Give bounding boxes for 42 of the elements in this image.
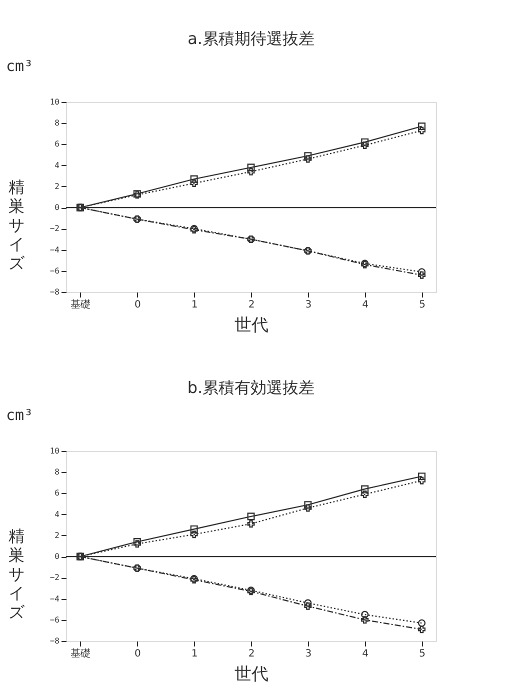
y-tick-label: 4 <box>54 510 60 519</box>
y-axis-title: 精巣サイズ <box>8 526 26 622</box>
y-tick-label: −8 <box>50 636 60 646</box>
y-tick-label: 2 <box>54 182 60 191</box>
y-tick-label: 8 <box>54 468 60 477</box>
y-axis-title: 精巣サイズ <box>8 178 26 272</box>
y-tick-label: 10 <box>50 446 60 456</box>
x-tick-label: 2 <box>248 648 255 660</box>
x-tick-label: 5 <box>419 300 426 310</box>
y-tick-label: 4 <box>54 160 60 170</box>
y-tick-label: −6 <box>50 266 60 276</box>
x-tick-label: 4 <box>362 300 369 310</box>
y-tick-label: 6 <box>54 140 60 149</box>
x-tick-label: 3 <box>305 300 312 310</box>
x-tick-label: 3 <box>305 648 312 660</box>
x-tick-label: 基礎 <box>70 298 91 310</box>
y-tick-label: 0 <box>54 203 60 212</box>
text: cm³ <box>6 406 34 424</box>
y-tick-label: −6 <box>50 615 60 624</box>
y-tick-label: 0 <box>54 552 60 562</box>
x-axis-title: 世代 <box>234 316 268 336</box>
chart-title: a.累積期待選抜差 <box>188 29 314 48</box>
text: cm³ <box>6 57 34 75</box>
x-axis-title: 世代 <box>234 664 268 684</box>
y-tick-label: −4 <box>50 594 60 604</box>
y-tick-label: −8 <box>50 288 60 296</box>
y-tick-label: 10 <box>50 98 60 106</box>
y-tick-label: −4 <box>50 245 60 254</box>
x-tick-label: 1 <box>191 300 198 310</box>
x-tick-label: 5 <box>419 648 426 660</box>
y-tick-label: −2 <box>50 573 60 582</box>
x-tick-label: 基礎 <box>70 648 91 660</box>
x-tick-label: 1 <box>191 648 198 660</box>
x-tick-label: 2 <box>248 300 255 310</box>
x-tick-label: 4 <box>362 648 369 660</box>
x-tick-label: 0 <box>134 300 141 310</box>
y-tick-label: 8 <box>54 118 60 128</box>
y-tick-label: 6 <box>54 488 60 498</box>
y-tick-label: −2 <box>50 224 60 234</box>
x-tick-label: 0 <box>134 648 141 660</box>
y-tick-label: 2 <box>54 530 60 540</box>
chart-title: b.累積有効選抜差 <box>187 378 315 397</box>
